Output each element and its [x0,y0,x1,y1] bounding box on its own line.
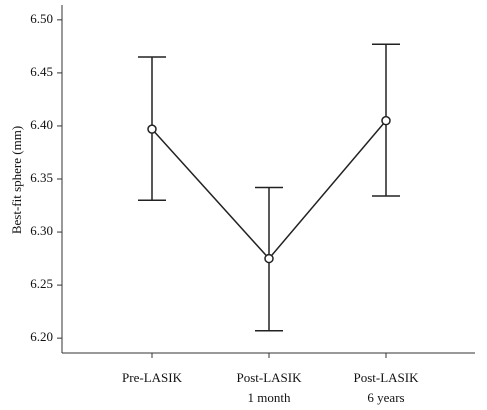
y-tick-label: 6.30 [30,223,53,238]
x-tick-label: 6 years [367,390,404,405]
data-point [381,115,391,126]
y-tick-label: 6.40 [30,117,53,132]
x-tick-label: Pre-LASIK [122,370,183,385]
y-axis-label: Best-fit sphere (mm) [9,126,24,234]
y-tick-label: 6.45 [30,64,53,79]
y-tick-label: 6.25 [30,276,53,291]
x-tick-label: Post-LASIK [353,370,419,385]
y-tick-label: 6.35 [30,170,53,185]
y-tick-label: 6.20 [30,329,53,344]
x-tick-label: Post-LASIK [236,370,302,385]
y-tick-label: 6.50 [30,11,53,26]
x-tick-label: 1 month [248,390,291,405]
data-point [264,253,274,264]
data-point [147,124,157,134]
